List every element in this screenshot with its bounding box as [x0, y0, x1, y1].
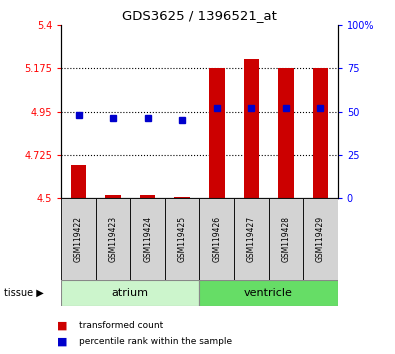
Bar — [61, 280, 199, 306]
Bar — [71, 165, 86, 198]
Bar — [269, 198, 303, 280]
Bar — [199, 198, 234, 280]
Text: ventricle: ventricle — [244, 288, 293, 298]
Bar — [175, 197, 190, 198]
Text: GSM119427: GSM119427 — [247, 216, 256, 262]
Text: atrium: atrium — [112, 288, 149, 298]
Text: GSM119424: GSM119424 — [143, 216, 152, 262]
Bar — [130, 198, 165, 280]
Bar — [140, 195, 155, 198]
Text: ■: ■ — [57, 321, 68, 331]
Bar — [96, 198, 130, 280]
Bar — [234, 198, 269, 280]
Bar — [165, 198, 199, 280]
Text: tissue ▶: tissue ▶ — [4, 288, 44, 298]
Text: GSM119423: GSM119423 — [109, 216, 118, 262]
Title: GDS3625 / 1396521_at: GDS3625 / 1396521_at — [122, 9, 277, 22]
Text: GSM119426: GSM119426 — [212, 216, 221, 262]
Text: GSM119428: GSM119428 — [281, 216, 290, 262]
Text: GSM119429: GSM119429 — [316, 216, 325, 262]
Text: transformed count: transformed count — [79, 321, 163, 330]
Bar — [105, 195, 121, 198]
Bar — [313, 68, 328, 198]
Text: GSM119422: GSM119422 — [74, 216, 83, 262]
Text: GSM119425: GSM119425 — [178, 216, 187, 262]
Bar — [209, 68, 224, 198]
Bar — [303, 198, 338, 280]
Bar — [278, 68, 293, 198]
Bar — [61, 198, 96, 280]
Text: percentile rank within the sample: percentile rank within the sample — [79, 337, 232, 346]
Text: ■: ■ — [57, 337, 68, 347]
Bar — [244, 59, 259, 198]
Bar — [199, 280, 338, 306]
